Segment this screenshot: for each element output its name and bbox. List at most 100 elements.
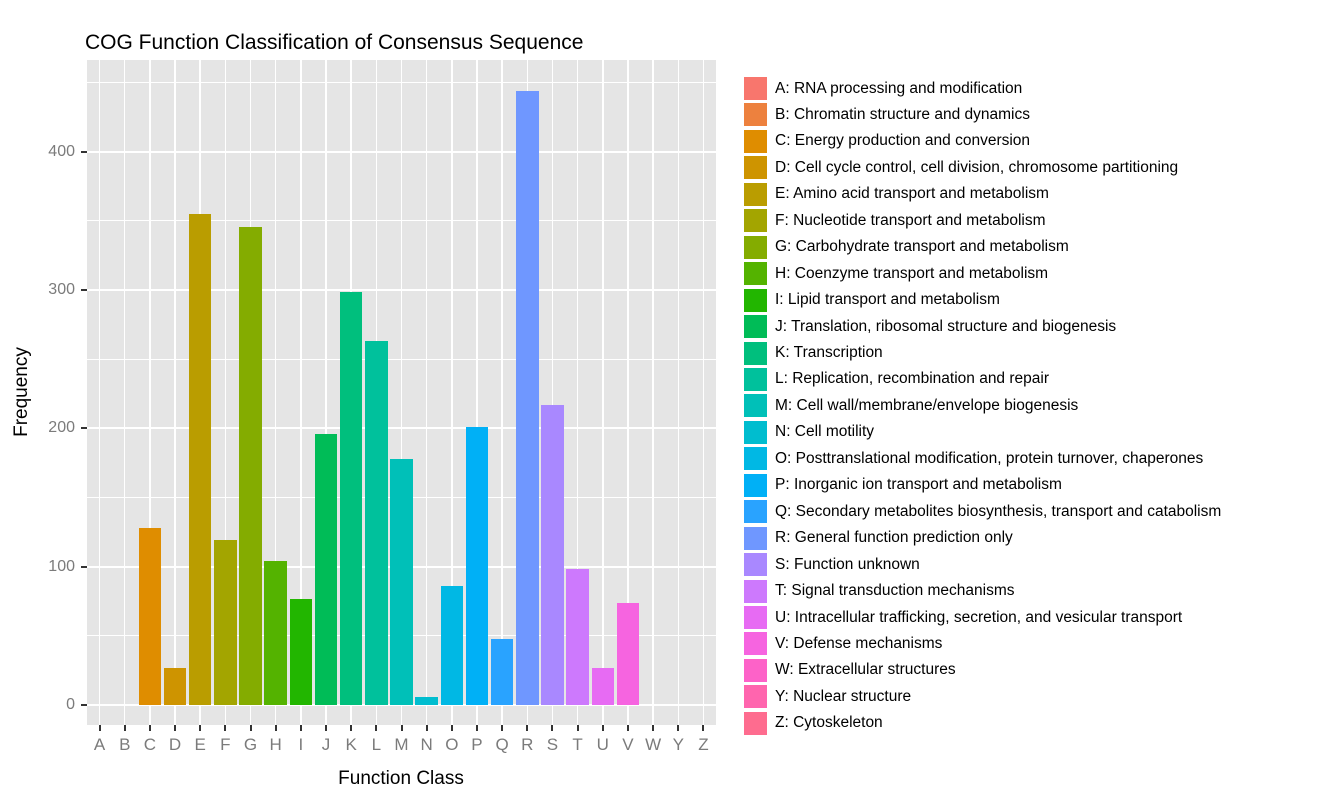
- x-tick-mark: [601, 725, 604, 731]
- x-tick-label: U: [596, 735, 609, 754]
- bar-Q: [490, 638, 514, 705]
- x-tick-mark: [526, 725, 529, 731]
- gridline-vertical: [627, 60, 629, 725]
- bar-D: [163, 667, 187, 705]
- legend-label: T: Signal transduction mechanisms: [775, 582, 1015, 600]
- x-tick-label: A: [93, 735, 106, 754]
- legend-swatch-L: [744, 367, 767, 391]
- bar-F: [214, 540, 237, 705]
- legend-swatch-T: [744, 579, 767, 603]
- x-tick-mark: [702, 725, 705, 731]
- y-axis-title: Frequency: [11, 347, 32, 437]
- x-tick-label: R: [521, 735, 534, 754]
- legend-swatch-A: [744, 77, 767, 100]
- x-tick-label: Y: [672, 735, 684, 754]
- legend-swatch-D: [744, 156, 767, 180]
- x-tick-label: O: [445, 735, 459, 754]
- x-tick-mark: [375, 725, 378, 731]
- legend-label: L: Replication, recombination and repair: [775, 370, 1049, 388]
- y-tick-label: 400: [48, 142, 75, 160]
- gridline-vertical: [300, 60, 302, 725]
- legend-swatch-E: [744, 182, 767, 206]
- legend-swatch-B: [744, 103, 767, 127]
- x-tick-label: M: [394, 735, 409, 754]
- gridline-vertical: [425, 60, 428, 725]
- bar-C: [138, 527, 162, 705]
- x-tick-mark: [425, 725, 428, 731]
- x-tick-label: S: [546, 735, 559, 754]
- x-tick-mark: [475, 725, 478, 731]
- x-tick-mark: [174, 725, 177, 731]
- legend-label: F: Nucleotide transport and metabolism: [775, 211, 1046, 229]
- gridline-vertical: [123, 60, 126, 725]
- y-tick-mark: [81, 565, 87, 568]
- legend-label: Z: Cytoskeleton: [775, 714, 883, 732]
- gridline-vertical: [451, 60, 453, 725]
- legend-swatch-F: [744, 209, 767, 233]
- x-tick-mark: [123, 725, 126, 731]
- x-tick-label: Z: [698, 735, 709, 754]
- bar-M: [390, 458, 413, 705]
- y-tick-mark: [81, 427, 87, 430]
- gridline-vertical: [702, 60, 705, 725]
- legend-swatch-S: [744, 553, 767, 577]
- legend-swatch-G: [744, 235, 767, 259]
- legend-swatch-M: [744, 394, 767, 418]
- bar-R: [516, 90, 539, 705]
- legend-label: R: General function prediction only: [775, 529, 1013, 547]
- bar-J: [314, 433, 338, 705]
- gridline-vertical: [98, 60, 101, 725]
- x-tick-label: I: [298, 735, 304, 754]
- x-tick-label: N: [420, 735, 433, 754]
- x-tick-label: F: [220, 735, 231, 754]
- x-tick-label: B: [119, 735, 131, 754]
- x-tick-mark: [199, 725, 202, 731]
- plot-panel: [87, 60, 716, 725]
- x-tick-mark: [400, 725, 403, 731]
- legend-label: A: RNA processing and modification: [775, 79, 1023, 97]
- y-tick-mark: [81, 150, 87, 153]
- legend-label: I: Lipid transport and metabolism: [775, 291, 1000, 309]
- x-tick-label: W: [645, 735, 662, 754]
- bar-I: [289, 598, 313, 705]
- x-tick-mark: [148, 725, 151, 731]
- legend-swatch-K: [744, 341, 767, 365]
- x-tick-label: J: [321, 735, 331, 754]
- gridline-vertical: [274, 60, 277, 725]
- legend-swatch-W: [744, 658, 767, 682]
- bar-G: [239, 226, 262, 705]
- legend-label: O: Posttranslational modification, prote…: [775, 449, 1204, 467]
- legend-label: B: Chromatin structure and dynamics: [775, 105, 1030, 123]
- x-tick-label: Q: [495, 735, 509, 754]
- legend-label: V: Defense mechanisms: [775, 634, 943, 652]
- x-tick-mark: [224, 725, 227, 731]
- x-tick-label: L: [371, 735, 382, 754]
- legend-swatch-O: [744, 447, 767, 471]
- bar-H: [264, 561, 287, 705]
- gridline-vertical: [400, 60, 403, 725]
- legend-label: W: Extracellular structures: [775, 661, 956, 679]
- x-tick-label: C: [143, 735, 157, 754]
- bar-V: [616, 602, 640, 705]
- y-tick-label: 300: [48, 281, 75, 299]
- legend-swatch-V: [744, 632, 767, 656]
- x-tick-mark: [652, 725, 655, 731]
- bar-S: [541, 404, 564, 705]
- gridline-vertical: [501, 60, 503, 725]
- x-axis-title: Function Class: [338, 768, 464, 789]
- gridline-vertical: [174, 60, 176, 725]
- legend-label: K: Transcription: [775, 344, 883, 361]
- bar-U: [591, 667, 615, 705]
- gridline-vertical: [476, 60, 478, 725]
- legend-swatch-N: [744, 420, 767, 444]
- y-tick-mark: [81, 289, 87, 292]
- legend-label: P: Inorganic ion transport and metabolis…: [775, 476, 1062, 494]
- legend-label: C: Energy production and conversion: [775, 132, 1031, 150]
- y-tick-label: 200: [48, 419, 75, 437]
- x-tick-mark: [274, 725, 277, 731]
- legend-swatch-J: [744, 315, 767, 339]
- legend-swatch-I: [744, 288, 767, 312]
- x-tick-mark: [299, 725, 302, 731]
- x-tick-label: T: [572, 735, 583, 754]
